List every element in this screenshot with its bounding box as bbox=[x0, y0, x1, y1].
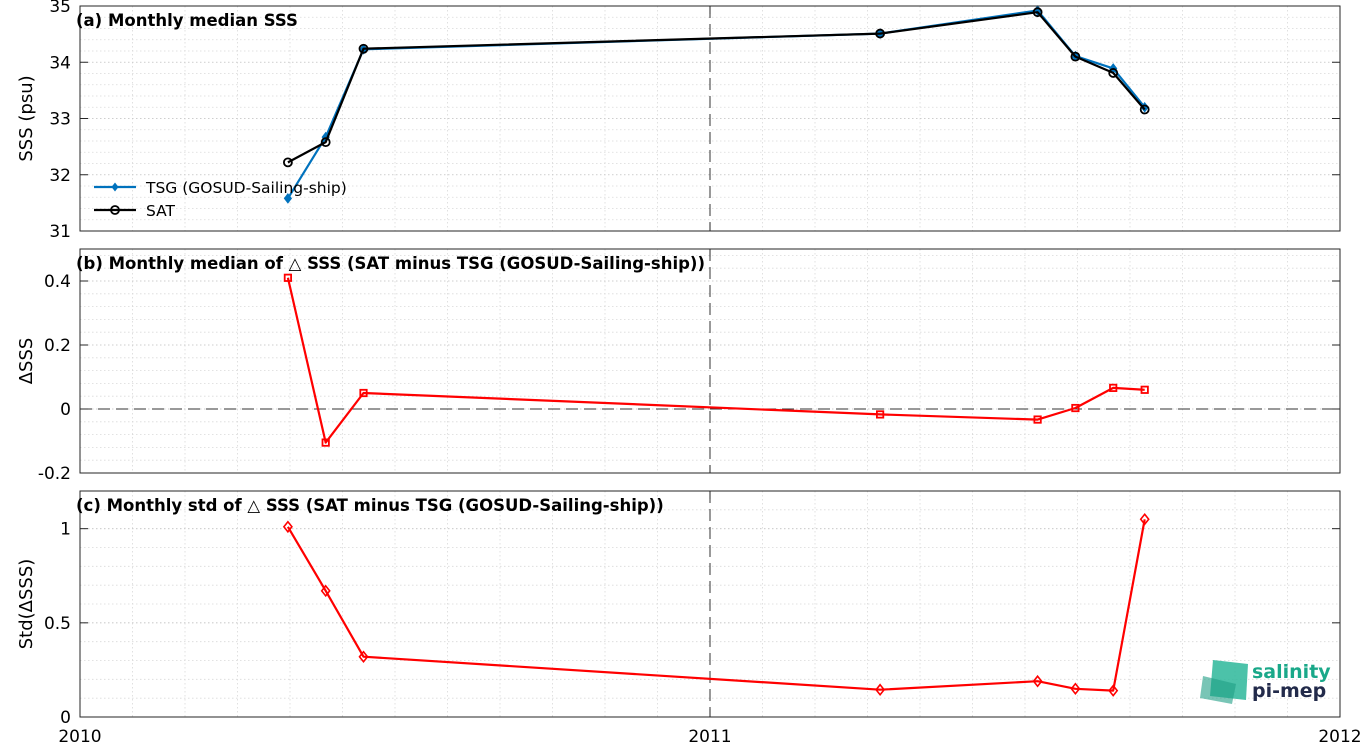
data-point bbox=[320, 137, 331, 148]
data-point bbox=[321, 438, 330, 447]
data-point bbox=[1108, 68, 1119, 78]
y-tick-label: 35 bbox=[49, 0, 71, 17]
y-axis-label: SSS (psu) bbox=[16, 75, 37, 161]
data-point bbox=[1032, 674, 1043, 688]
x-tick-label: 2010 bbox=[58, 727, 101, 745]
data-point bbox=[1033, 415, 1042, 424]
x-tick-label: 2011 bbox=[688, 727, 731, 745]
data-point bbox=[282, 520, 293, 534]
y-tick-label: 0.5 bbox=[44, 614, 71, 634]
data-point bbox=[875, 28, 885, 39]
series-line-0 bbox=[286, 519, 1146, 692]
y-tick-label: 0 bbox=[60, 400, 71, 420]
y-tick-label: 32 bbox=[49, 166, 71, 186]
panel-c: 0 0.5 1 (c) Monthly std of △ SSS (SAT minus… bbox=[16, 490, 1341, 728]
legend-label-tsg: TSG (GOSUD-Sailing-ship) bbox=[145, 179, 347, 197]
data-point bbox=[1109, 383, 1118, 392]
data-point bbox=[358, 650, 369, 664]
data-point bbox=[1140, 385, 1149, 394]
logo-shape bbox=[1200, 676, 1236, 704]
data-point bbox=[283, 273, 293, 282]
data-point bbox=[283, 193, 293, 204]
data-point bbox=[1071, 403, 1080, 413]
logo-text-salinity: salinity bbox=[1252, 661, 1331, 683]
data-point bbox=[359, 388, 368, 398]
data-point bbox=[1139, 104, 1150, 115]
panel-a: 31 32 33 34 35 (a) Monthly median SSS SSS (psu… bbox=[16, 0, 1341, 242]
data-point bbox=[875, 683, 886, 696]
legend-marker-sat bbox=[110, 205, 120, 215]
y-tick-label: 1 bbox=[60, 520, 71, 540]
data-point bbox=[320, 584, 331, 598]
y-tick-label: 34 bbox=[49, 53, 71, 73]
y-tick-label: 33 bbox=[49, 110, 71, 130]
panel-title: (a) Monthly median SSS bbox=[76, 11, 298, 30]
legend-marker-tsg bbox=[111, 182, 119, 192]
data-point bbox=[358, 43, 369, 54]
data-point bbox=[1139, 512, 1150, 526]
y-tick-label: 0.2 bbox=[44, 336, 71, 356]
y-tick-label: 31 bbox=[49, 222, 71, 242]
y-tick-label: -0.2 bbox=[38, 464, 71, 484]
logo-text-pimep: pi-mep bbox=[1252, 680, 1326, 702]
data-point bbox=[1108, 684, 1119, 697]
series-line-0 bbox=[286, 277, 1145, 444]
data-point bbox=[1070, 682, 1081, 696]
data-point bbox=[1032, 7, 1043, 18]
y-tick-label: 0 bbox=[60, 708, 71, 728]
x-tick-label: 2012 bbox=[1318, 727, 1361, 745]
series-line-1 bbox=[287, 11, 1146, 164]
panel-b: -0.2 0 0.2 0.4 (b) Monthly median of △ SSS (… bbox=[16, 248, 1341, 484]
y-tick-label: 0.4 bbox=[44, 272, 71, 292]
panel-title: (b) Monthly median of △ SSS (SAT minus T… bbox=[76, 254, 705, 273]
legend: TSG (GOSUD-Sailing-ship) SAT bbox=[94, 179, 347, 220]
data-point bbox=[1070, 51, 1081, 62]
data-point bbox=[876, 410, 885, 419]
y-axis-label: ΔSSS bbox=[16, 338, 37, 385]
panel-title: (c) Monthly std of △ SSS (SAT minus TSG … bbox=[76, 496, 664, 515]
data-point bbox=[282, 157, 293, 168]
legend-label-sat: SAT bbox=[146, 202, 176, 220]
y-axis-label: Std(ΔSSS) bbox=[16, 559, 37, 650]
